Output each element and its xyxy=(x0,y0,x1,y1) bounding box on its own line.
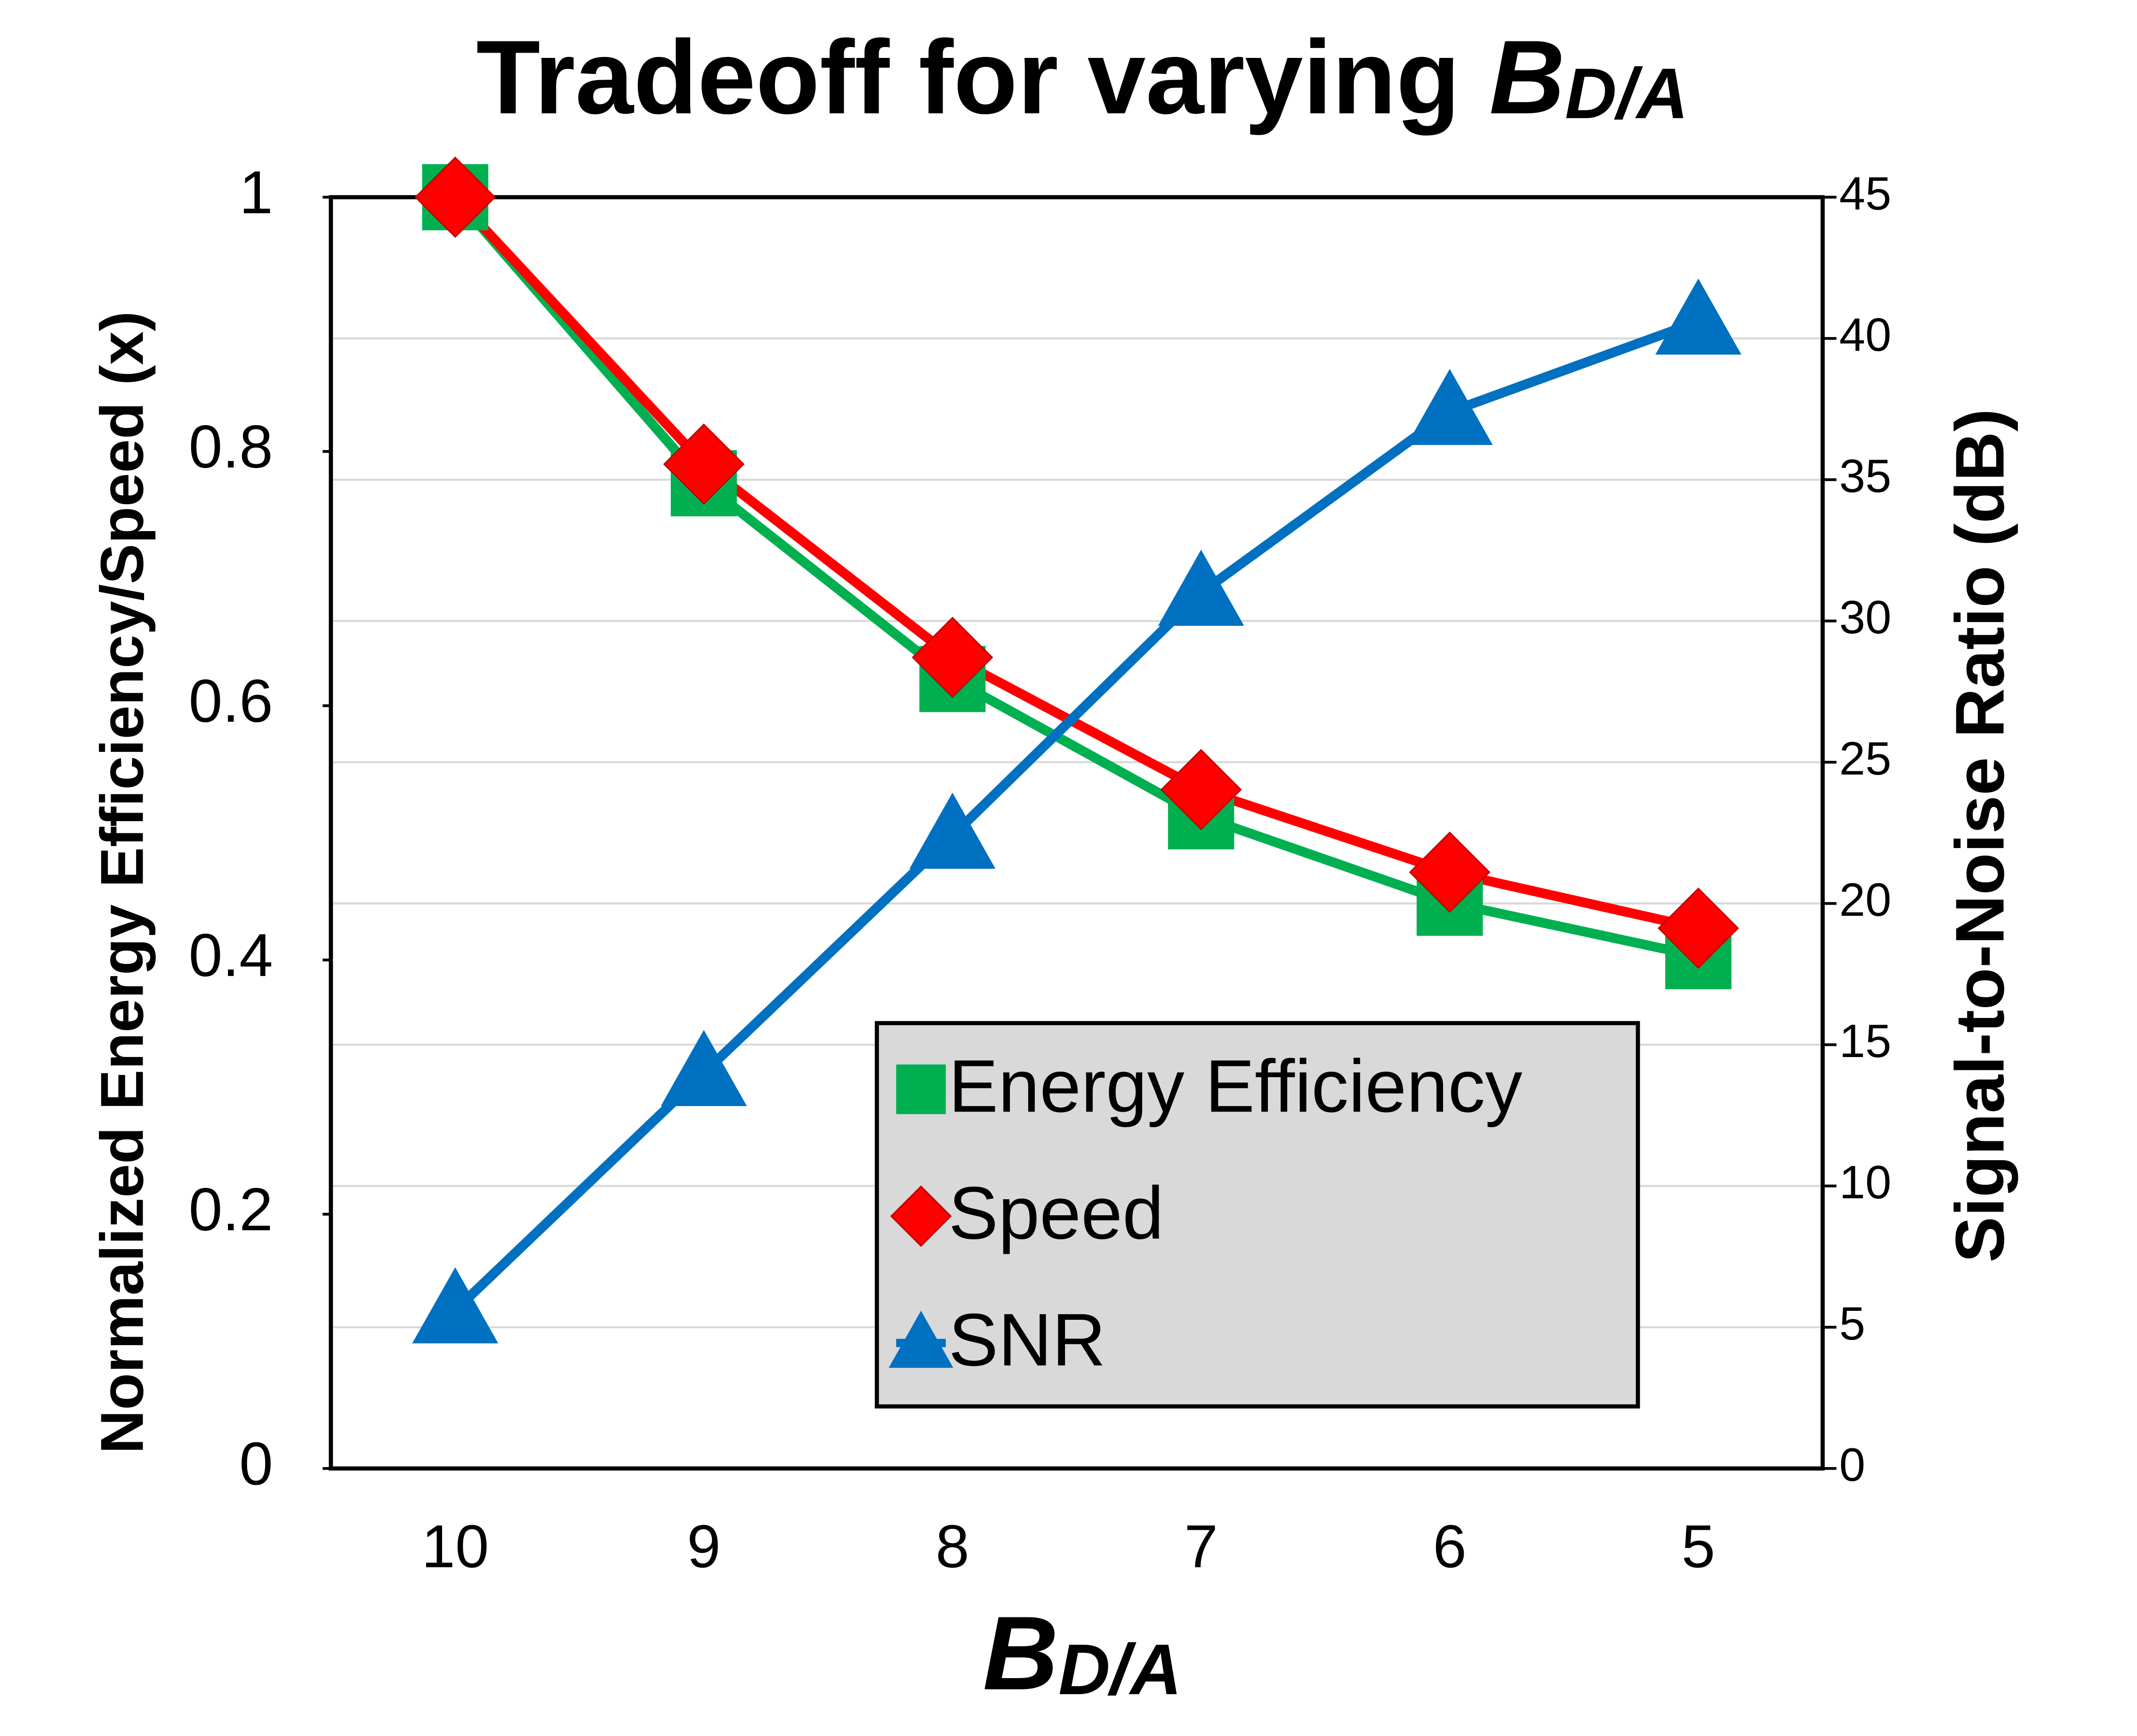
x-label-symbol: B xyxy=(983,1595,1058,1712)
marker-diamond xyxy=(1657,887,1739,969)
marker-triangle xyxy=(1406,369,1493,445)
chart-title: Tradeoff for varying BD/A xyxy=(476,19,1688,136)
series-line xyxy=(452,194,1700,933)
y2-tick-label: 45 xyxy=(1839,168,1891,220)
x-tick-label: 10 xyxy=(421,1513,489,1581)
x-tick-label: 6 xyxy=(1433,1513,1467,1581)
title-symbol: B xyxy=(1489,19,1565,136)
marker-triangle xyxy=(909,792,996,869)
title-subscript: D/A xyxy=(1565,54,1688,134)
y-tick-label: 0.4 xyxy=(189,921,273,989)
y2-axis-label: Signal-to-Noise Ratio (dB) xyxy=(1942,409,2019,1263)
y2-tick-label: 25 xyxy=(1839,733,1891,785)
y-tick-label: 0.6 xyxy=(189,667,273,735)
marker-diamond xyxy=(1160,749,1242,831)
legend: Energy Efficiency Speed SNR xyxy=(875,1021,1640,1409)
marker-diamond xyxy=(663,423,745,505)
legend-label: Energy Efficiency xyxy=(949,1044,1523,1128)
title-text: Tradeoff for varying xyxy=(476,19,1460,136)
marker-diamond xyxy=(911,616,993,698)
x-label-subscript: D/A xyxy=(1058,1630,1182,1710)
y2-tick-label: 20 xyxy=(1839,874,1891,926)
y2-tick-label: 10 xyxy=(1839,1156,1891,1209)
marker-triangle xyxy=(661,1030,747,1106)
x-tick-label: 7 xyxy=(1184,1513,1218,1581)
legend-marker xyxy=(888,1310,953,1368)
x-tick-label: 8 xyxy=(935,1513,969,1581)
plot-frame xyxy=(329,195,1825,1471)
y2-tick-label: 5 xyxy=(1839,1298,1865,1350)
legend-label: SNR xyxy=(949,1298,1106,1381)
x-tick-label: 5 xyxy=(1681,1513,1715,1581)
legend-box xyxy=(875,1021,1640,1409)
y-tick-label: 0.2 xyxy=(189,1176,273,1243)
marker-triangle xyxy=(412,1267,499,1344)
x-tick-label: 9 xyxy=(687,1513,721,1581)
y2-tick-label: 35 xyxy=(1839,450,1891,502)
x-axis-label: BD/A xyxy=(983,1595,1182,1712)
y-axis-label: Normalized Energy Efficiency/Speed (x) xyxy=(88,311,156,1454)
legend-marker xyxy=(890,1185,952,1247)
y-tick-label: 1 xyxy=(239,159,273,226)
marker-triangle xyxy=(1655,278,1742,355)
y2-tick-label: 15 xyxy=(1839,1015,1891,1067)
y2-tick-label: 0 xyxy=(1839,1439,1865,1491)
series-line xyxy=(452,317,1700,1314)
y-tick-label: 0 xyxy=(239,1430,273,1498)
y-tick-label: 0.8 xyxy=(189,413,273,481)
legend-marker xyxy=(896,1064,946,1114)
legend-label: Speed xyxy=(949,1171,1164,1255)
marker-triangle xyxy=(1158,549,1244,626)
series-line xyxy=(452,194,1700,961)
marker-diamond xyxy=(1409,832,1491,913)
marker-diamond xyxy=(414,156,496,238)
y2-tick-label: 30 xyxy=(1839,591,1891,644)
y2-tick-label: 40 xyxy=(1839,309,1891,361)
